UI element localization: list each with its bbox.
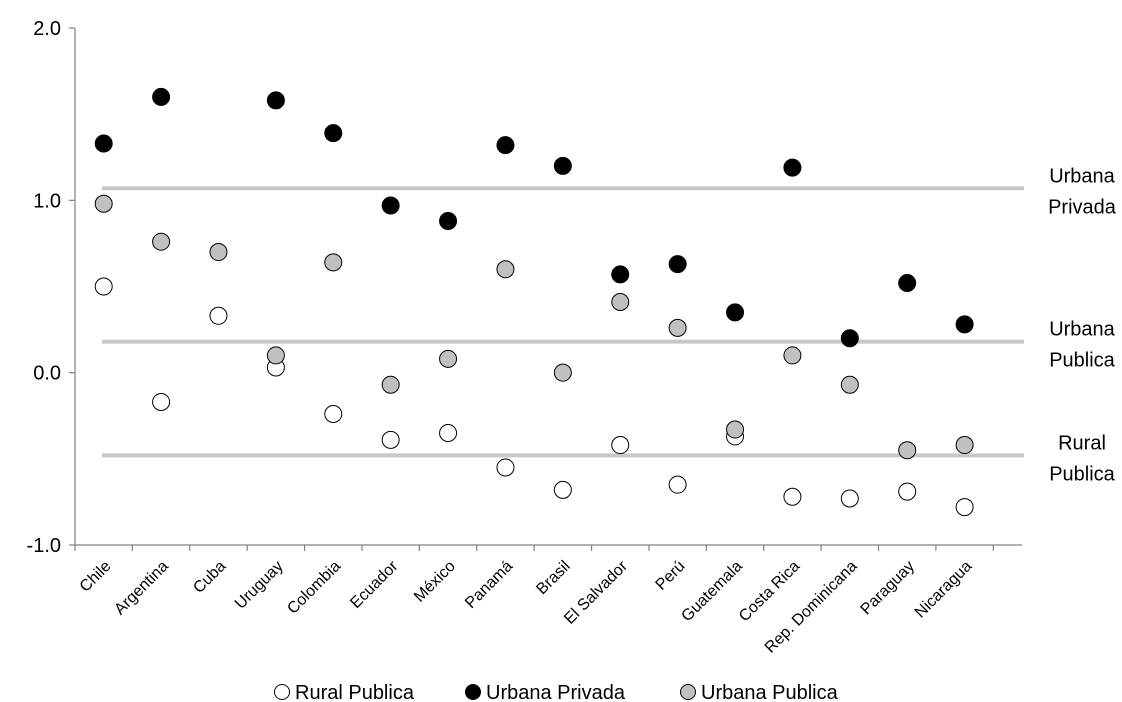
data-point xyxy=(381,430,400,449)
data-point xyxy=(840,489,859,508)
data-point xyxy=(209,306,228,325)
data-point xyxy=(381,196,400,215)
legend: Rural Publica Urbana Privada Urbana Public… xyxy=(274,682,839,702)
reference-lines xyxy=(102,186,1024,458)
data-point xyxy=(611,265,630,284)
data-point xyxy=(553,363,572,382)
axes xyxy=(74,28,1022,546)
x-category-label: Uruguay xyxy=(232,558,287,613)
data-point xyxy=(496,136,515,155)
x-category-label: Cuba xyxy=(190,558,229,597)
reference-line-label: Publica xyxy=(1049,463,1115,485)
x-category-label: Argentina xyxy=(111,558,172,619)
x-category-label: Chile xyxy=(77,558,115,596)
data-point xyxy=(324,124,343,143)
data-point xyxy=(152,232,171,251)
data-point xyxy=(496,260,515,279)
data-point xyxy=(152,87,171,106)
data-point xyxy=(783,158,802,177)
data-point xyxy=(94,277,113,296)
x-category-label: Panamá xyxy=(462,558,516,612)
data-point xyxy=(668,318,687,337)
data-point xyxy=(553,480,572,499)
data-point xyxy=(726,303,745,322)
reference-line-label: Urbana xyxy=(1049,319,1115,341)
x-category-label: Guatemala xyxy=(678,558,745,625)
x-category-label: Nicaragua xyxy=(912,558,976,622)
y-tick-label: 0.0 xyxy=(33,363,61,385)
x-category-label: Perú xyxy=(653,558,689,594)
data-point xyxy=(611,293,630,312)
data-point xyxy=(152,392,171,411)
data-point xyxy=(439,423,458,442)
data-point xyxy=(783,487,802,506)
data-point xyxy=(783,346,802,365)
x-category-label: Colombia xyxy=(284,558,344,618)
data-point xyxy=(668,255,687,274)
data-point xyxy=(955,498,974,517)
y-tick-label: 2.0 xyxy=(33,18,61,40)
data-point xyxy=(898,274,917,293)
data-point xyxy=(266,346,285,365)
data-point xyxy=(898,441,917,460)
data-point xyxy=(209,243,228,262)
x-category-label: Paraguay xyxy=(858,558,918,618)
reference-line-label: Rural xyxy=(1058,432,1106,454)
data-point xyxy=(439,349,458,368)
data-point xyxy=(840,375,859,394)
legend-label: Urbana Privada xyxy=(486,682,626,702)
data-point xyxy=(266,91,285,110)
data-point xyxy=(726,420,745,439)
data-point xyxy=(94,194,113,213)
legend-label: Urbana Publica xyxy=(701,682,839,702)
data-point xyxy=(553,156,572,175)
data-point xyxy=(324,253,343,272)
data-point xyxy=(381,375,400,394)
reference-line-label: Publica xyxy=(1049,350,1115,372)
data-points xyxy=(94,87,974,517)
y-tick-label: 1.0 xyxy=(33,190,61,212)
reference-line-labels: Urbana Privada Urbana Publica Rural Publica xyxy=(1048,165,1117,485)
x-category-label: Ecuador xyxy=(347,557,402,612)
data-point xyxy=(611,436,630,455)
reference-line-label: Urbana xyxy=(1049,165,1115,187)
data-point xyxy=(840,329,859,348)
data-point xyxy=(324,405,343,424)
data-point xyxy=(94,134,113,153)
data-point xyxy=(955,315,974,334)
legend-marker xyxy=(680,684,696,700)
data-point xyxy=(496,458,515,477)
y-tick-label: -1.0 xyxy=(27,535,61,557)
legend-marker xyxy=(465,684,481,700)
reference-line-label: Privada xyxy=(1048,196,1117,218)
legend-marker xyxy=(274,684,290,700)
data-point xyxy=(668,475,687,494)
x-category-label: Brasil xyxy=(533,558,573,598)
legend-label: Rural Publica xyxy=(295,682,415,702)
x-category-label: México xyxy=(411,558,459,606)
y-axis-ticks: 2.0 1.0 0.0 -1.0 xyxy=(27,18,75,557)
data-point xyxy=(439,212,458,231)
data-point xyxy=(898,482,917,501)
data-point xyxy=(955,436,974,455)
